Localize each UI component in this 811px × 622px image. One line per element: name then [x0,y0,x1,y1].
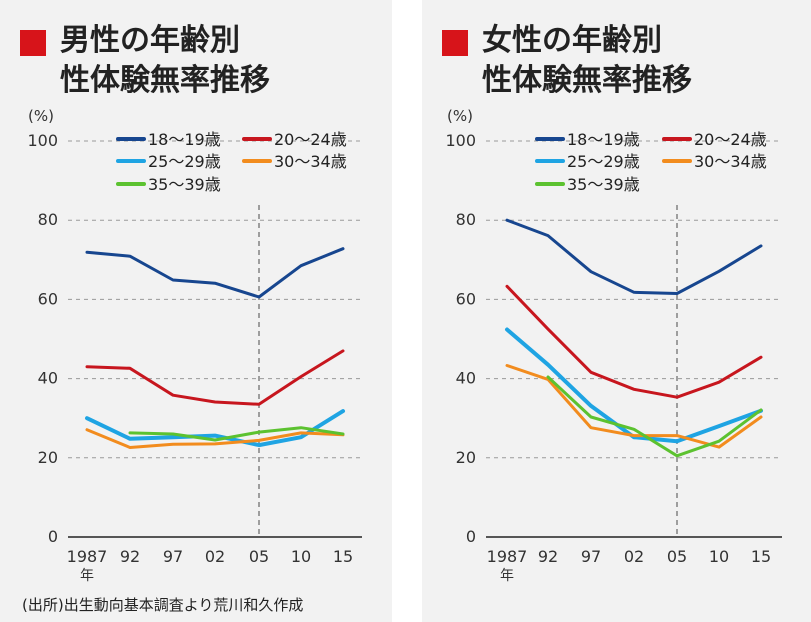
x-tick-label: 15 [751,547,771,566]
series-line-3 [505,327,763,444]
y-tick-label: 100 [27,131,58,150]
source-note: (出所)出生動向基本調査より荒川和久作成 [22,596,304,614]
x-tick-label: 92 [538,547,558,566]
y-tick-label: 40 [456,369,476,388]
series-line-2 [505,284,763,399]
legend-label: 35〜39歳 [567,175,640,194]
legend-label: 18〜19歳 [567,130,640,149]
y-tick-label: 80 [38,210,58,229]
legend-label: 25〜29歳 [148,152,221,171]
chart-title-line-1: 女性の年齢別 [482,23,662,58]
male-chart-panel: 男性の年齢別 性体験無率推移 (%) 0 20 40 60 80 100 1987 92 97 02… [0,0,392,622]
y-tick-label: 20 [38,448,58,467]
x-tick-label: 97 [581,547,601,566]
female-line-chart: (%) 0 20 40 60 80 100 1987 92 97 02 05 10 15 年 18〜19歳 20… [445,107,782,584]
y-tick-label: 100 [445,131,476,150]
x-tick-label: 02 [624,547,644,566]
x-tick-label: 15 [333,547,353,566]
x-unit-label: 年 [500,568,514,584]
female-chart-panel: 女性の年齢別 性体験無率推移 (%) 0 20 40 60 80 100 1987 92 97 02… [422,0,811,622]
legend-label: 30〜34歳 [694,152,767,171]
x-tick-label: 05 [249,547,269,566]
series-line-2 [85,349,345,406]
series-line-4 [505,364,763,449]
chart-title-line-2: 性体験無率推移 [60,63,270,98]
legend-label: 30〜34歳 [274,152,347,171]
x-tick-label: 1987 [487,547,528,566]
series-line-5 [128,426,345,442]
y-tick-label: 80 [456,210,476,229]
x-tick-label: 92 [120,547,140,566]
legend-label: 18〜19歳 [148,130,221,149]
title-marker-icon [20,30,46,56]
y-tick-label: 60 [456,289,476,308]
legend-label: 20〜24歳 [274,130,347,149]
x-tick-label: 02 [205,547,225,566]
x-tick-label: 05 [667,547,687,566]
y-tick-label: 0 [466,527,476,546]
y-unit-label: (%) [28,107,54,125]
series-line-3 [85,409,345,448]
y-tick-label: 0 [48,527,58,546]
male-line-chart: (%) 0 20 40 60 80 100 1987 92 97 02 05 10 15 年 18〜19歳 20… [27,107,362,584]
y-tick-label: 60 [38,289,58,308]
x-tick-label: 97 [163,547,183,566]
title-marker-icon [442,30,468,56]
x-tick-label: 1987 [67,547,108,566]
legend-label: 35〜39歳 [148,175,221,194]
x-unit-label: 年 [80,568,94,584]
legend-label: 20〜24歳 [694,130,767,149]
y-tick-label: 40 [38,369,58,388]
series-line-4 [85,428,345,449]
series-line-5 [546,375,763,458]
x-tick-label: 10 [709,547,729,566]
chart-title-line-2: 性体験無率推移 [482,63,692,98]
legend-label: 25〜29歳 [567,152,640,171]
y-unit-label: (%) [447,107,473,125]
y-tick-label: 20 [456,448,476,467]
series-line-1 [505,218,763,295]
series-line-1 [85,247,345,299]
x-tick-label: 10 [291,547,311,566]
chart-title-line-1: 男性の年齢別 [60,23,240,58]
